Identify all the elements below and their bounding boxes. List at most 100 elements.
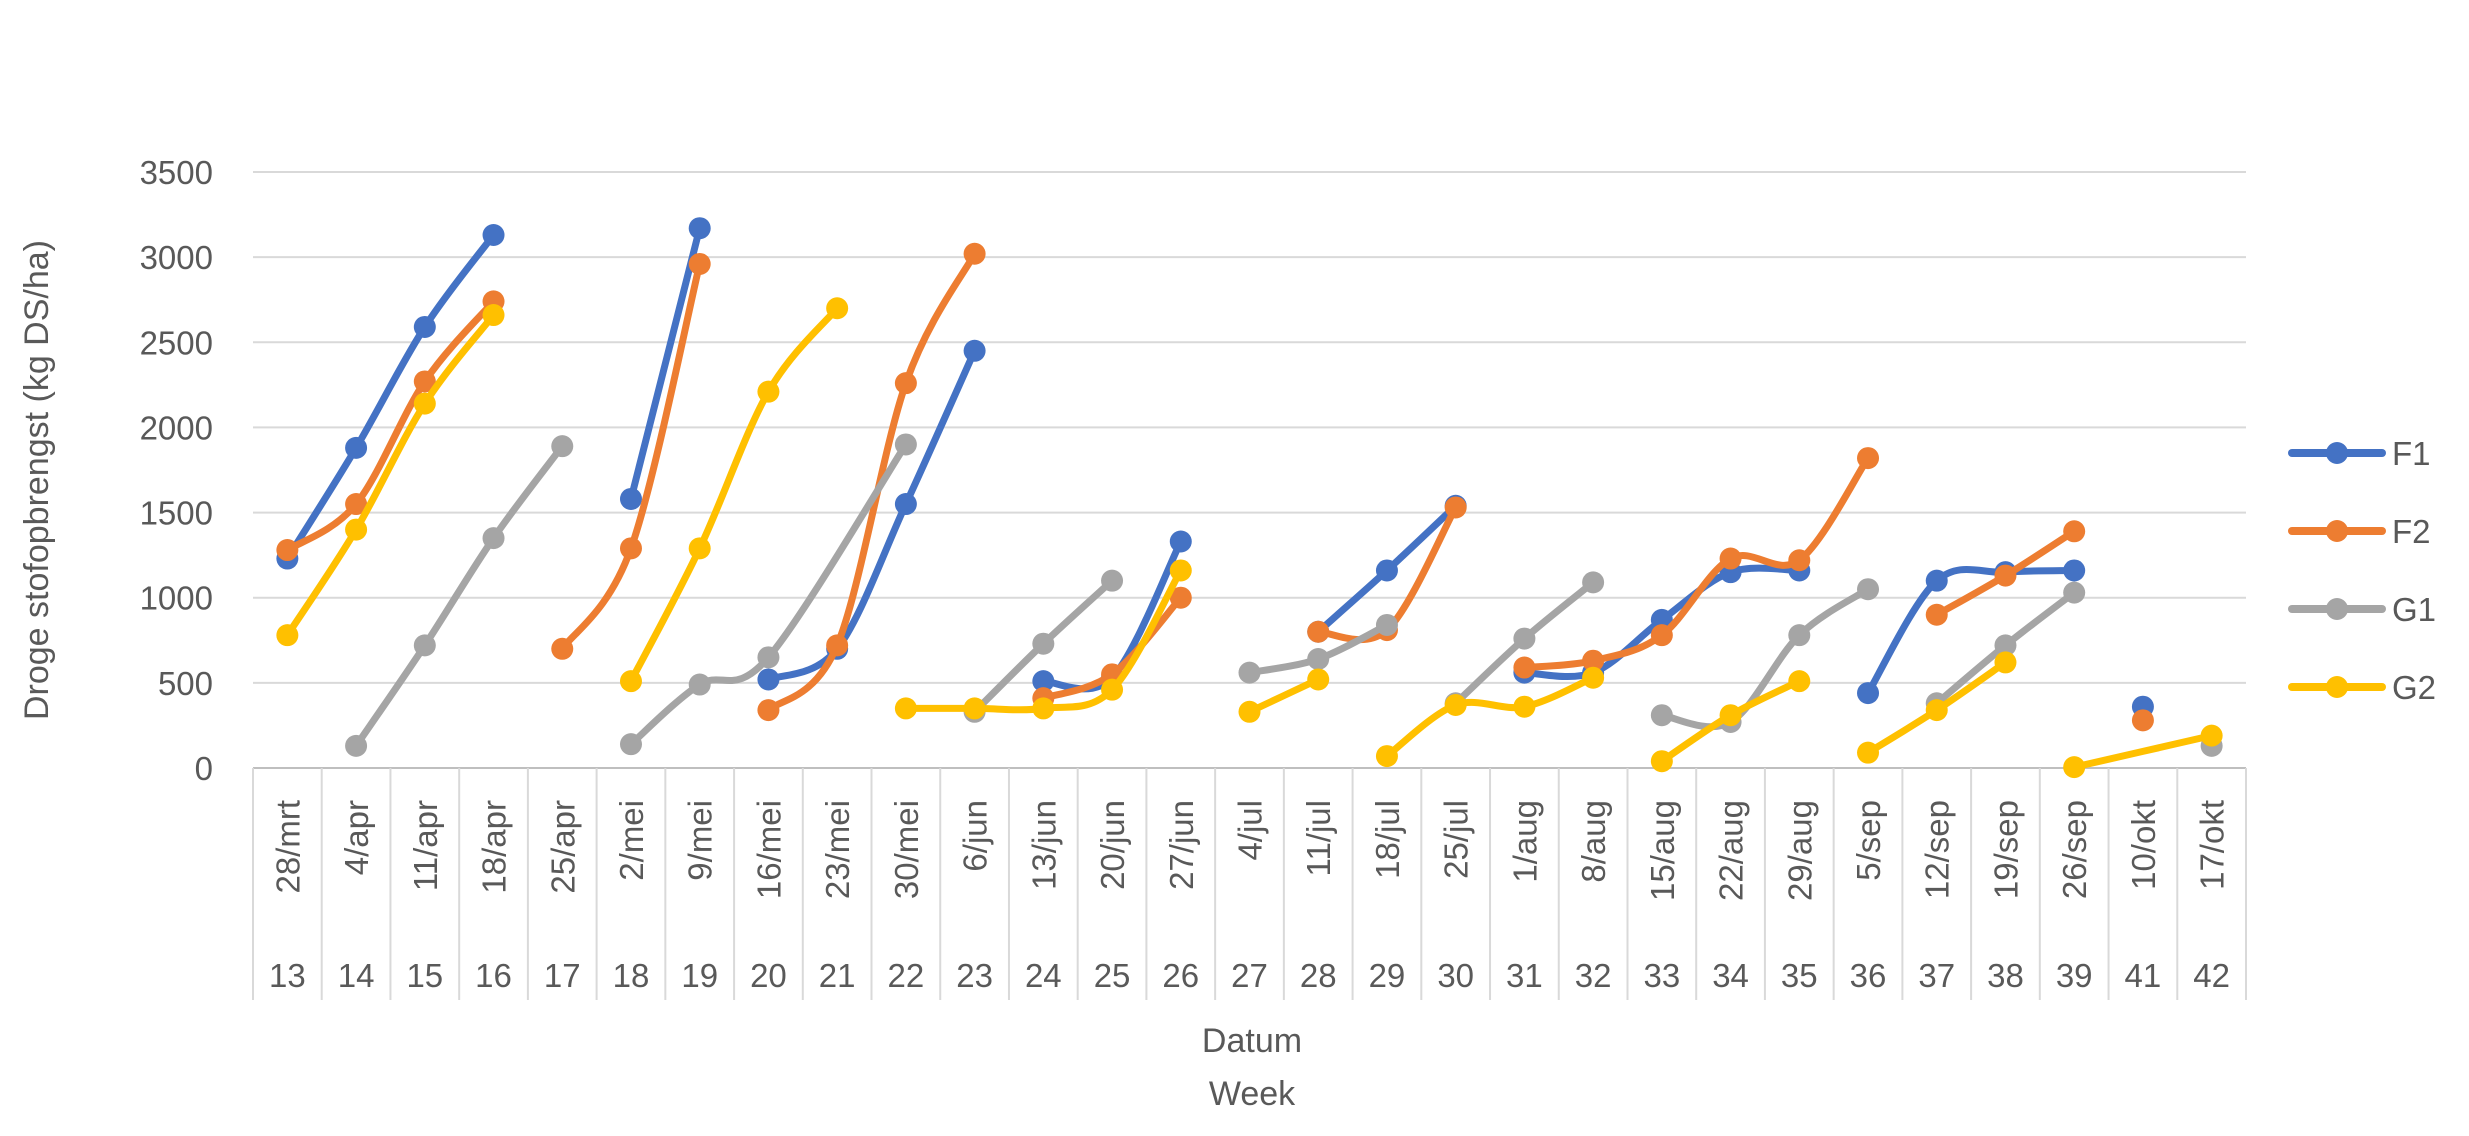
series-g2	[276, 297, 2223, 779]
data-point-g2	[1582, 666, 1605, 689]
data-point-f1	[1375, 559, 1398, 582]
x-tick-label: 11/apr	[407, 800, 444, 891]
data-point-g2	[688, 537, 711, 560]
legend-label-f2: F2	[2392, 513, 2431, 550]
data-point-g1	[1238, 661, 1261, 684]
week-label: 13	[269, 957, 306, 994]
data-point-g1	[1582, 571, 1605, 594]
gridlines	[253, 171, 2246, 769]
data-point-g2	[1857, 741, 1880, 764]
data-point-g1	[413, 634, 436, 657]
data-point-g1	[1857, 578, 1880, 601]
x-tick-label: 20/jun	[1094, 800, 1131, 890]
week-label: 22	[888, 957, 925, 994]
x-tick-label: 12/sep	[1919, 800, 1956, 899]
data-point-g1	[1307, 648, 1330, 671]
x-tick-label: 5/sep	[1850, 800, 1887, 881]
data-point-g2	[894, 697, 917, 720]
y-tick-label: 500	[158, 665, 213, 702]
x-tick-label: 1/aug	[1506, 800, 1543, 883]
legend-label-f1: F1	[2392, 435, 2431, 472]
data-point-g2	[1169, 559, 1192, 582]
x-tick-label: 28/mrt	[269, 800, 306, 894]
series-line-g1	[627, 440, 910, 748]
series-line-f2	[764, 250, 979, 714]
x-tick-label: 13/jun	[1025, 800, 1062, 890]
x-tick-label: 25/jul	[1438, 800, 1475, 879]
week-label: 17	[544, 957, 581, 994]
data-point-g1	[551, 435, 574, 458]
data-point-g2	[1788, 670, 1811, 693]
week-label: 38	[1987, 957, 2024, 994]
week-label: 30	[1437, 957, 1474, 994]
data-point-g2	[1375, 745, 1398, 768]
data-point-g2	[1513, 695, 1536, 718]
week-label: 28	[1300, 957, 1337, 994]
x-tick-label: 23/mei	[819, 800, 856, 899]
data-point-f2	[1857, 447, 1880, 470]
week-label: 33	[1643, 957, 1680, 994]
data-point-g2	[963, 697, 986, 720]
x-tick-label: 19/sep	[1987, 800, 2024, 899]
x-axis-table: 28/mrt 13 4/apr 14 11/apr 15 18/apr 16 25/apr 17 2…	[252, 768, 2247, 1000]
y-tick-label: 1500	[140, 495, 213, 532]
legend-label-g2: G2	[2392, 669, 2436, 706]
data-point-f1	[345, 436, 368, 459]
data-point-f2	[1650, 624, 1673, 647]
data-point-g2	[1994, 651, 2017, 674]
data-point-g2	[2063, 756, 2086, 779]
x-tick-label: 8/aug	[1575, 800, 1612, 883]
data-point-f1	[413, 315, 436, 338]
data-point-g1	[1375, 613, 1398, 636]
week-label: 31	[1506, 957, 1543, 994]
week-label: 14	[338, 957, 375, 994]
data-point-f2	[688, 252, 711, 275]
y-tick-label: 2000	[140, 409, 213, 446]
data-point-g2	[1444, 693, 1467, 716]
week-label: 24	[1025, 957, 1062, 994]
data-point-f2	[757, 699, 780, 722]
data-point-g1	[757, 646, 780, 669]
y-tick-label: 3000	[140, 239, 213, 276]
data-point-f2	[826, 634, 849, 657]
series-line-g1	[352, 442, 566, 750]
data-point-g2	[1719, 704, 1742, 727]
week-label: 19	[681, 957, 718, 994]
week-label: 23	[956, 957, 993, 994]
x-tick-label: 17/okt	[2194, 800, 2231, 890]
legend-label-g1: G1	[2392, 591, 2436, 628]
data-point-f2	[276, 539, 299, 562]
x-tick-label: 10/okt	[2125, 800, 2162, 890]
x-tick-label: 4/apr	[338, 800, 375, 875]
series-line-f1	[764, 347, 979, 683]
data-point-f2	[1307, 620, 1330, 643]
data-point-g2	[1307, 668, 1330, 691]
data-point-f1	[757, 668, 780, 691]
data-point-f2	[345, 493, 368, 516]
x-tick-label: 2/mei	[613, 800, 650, 881]
x-tick-label: 18/jul	[1369, 800, 1406, 879]
data-point-g2	[826, 297, 849, 320]
data-point-g2	[276, 624, 299, 647]
data-point-f2	[1169, 586, 1192, 609]
data-point-g2	[619, 670, 642, 693]
data-point-g2	[1925, 699, 1948, 722]
data-point-f2	[1994, 564, 2017, 587]
week-label: 41	[2125, 957, 2162, 994]
series-line-f1	[627, 224, 704, 503]
week-label: 39	[2056, 957, 2093, 994]
data-point-f2	[413, 370, 436, 393]
data-point-f1	[619, 487, 642, 510]
week-label: 25	[1094, 957, 1131, 994]
data-point-f1	[482, 224, 505, 247]
x-tick-label: 25/apr	[544, 800, 581, 894]
x-tick-label: 16/mei	[750, 800, 787, 899]
data-point-g2	[2200, 724, 2223, 747]
data-point-f1	[1032, 670, 1055, 693]
series-line-g2	[1383, 674, 1597, 760]
data-point-g2	[345, 518, 368, 541]
series-line-g1	[1658, 585, 1872, 731]
y-tick-label: 1000	[140, 580, 213, 617]
x-axis-label: Datum	[1202, 1022, 1302, 1060]
